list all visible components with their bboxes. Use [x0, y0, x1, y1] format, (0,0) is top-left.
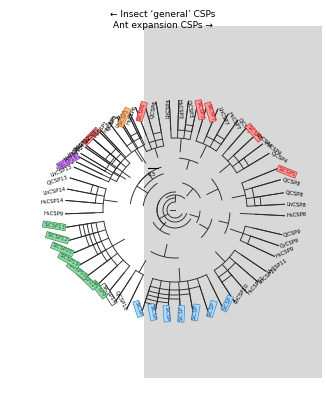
Text: SiCSP: SiCSP	[192, 304, 200, 320]
Text: Ant expansion CSPs →: Ant expansion CSPs →	[113, 21, 213, 30]
Text: SiCSP10: SiCSP10	[67, 262, 87, 279]
Text: LhCSP12: LhCSP12	[63, 144, 85, 161]
Text: HsCSP5: HsCSP5	[103, 114, 118, 134]
Text: SiCSP: SiCSP	[164, 306, 170, 322]
Text: SiCSP1: SiCSP1	[118, 108, 130, 127]
Text: CjCSP3: CjCSP3	[186, 99, 193, 118]
Text: CjCSP13: CjCSP13	[47, 175, 69, 186]
Text: 0.5: 0.5	[148, 172, 156, 177]
Text: HsCSP3: HsCSP3	[176, 98, 182, 119]
Text: SiCSP: SiCSP	[178, 306, 184, 322]
Text: LhCSP6: LhCSP6	[115, 109, 128, 129]
Text: CjCSP12: CjCSP12	[73, 135, 93, 153]
Text: SiCSP1: SiCSP1	[83, 128, 99, 145]
Text: SiCSP6: SiCSP6	[137, 102, 147, 121]
Text: CjCSP4: CjCSP4	[62, 150, 81, 164]
Text: SiCSP12: SiCSP12	[46, 232, 68, 243]
Text: LhCSP14: LhCSP14	[42, 186, 66, 196]
Text: HsCSP7: HsCSP7	[227, 111, 241, 131]
Text: LhCSP4: LhCSP4	[255, 132, 273, 149]
Text: SiCSP: SiCSP	[134, 301, 143, 317]
Text: CyCSP9: CyCSP9	[280, 237, 300, 249]
Text: HsCSP14: HsCSP14	[40, 198, 64, 205]
Text: LhCSP13: LhCSP13	[50, 164, 73, 178]
Text: CjCSP10: CjCSP10	[114, 289, 128, 311]
Text: LhCSP8: LhCSP8	[286, 202, 306, 208]
Text: LhCSP11: LhCSP11	[258, 266, 278, 285]
Text: CjCSP4: CjCSP4	[269, 150, 288, 164]
Text: HsCSP8: HsCSP8	[286, 212, 306, 218]
Text: HsCSP9: HsCSP9	[43, 211, 64, 216]
Text: HsCSP6: HsCSP6	[126, 105, 137, 126]
Text: SiCSP: SiCSP	[222, 296, 233, 311]
Text: LhCSP1: LhCSP1	[84, 127, 101, 145]
Text: LhCSP3: LhCSP3	[166, 98, 172, 118]
Text: ← Insect ‘general’ CSPs: ← Insect ‘general’ CSPs	[110, 10, 216, 19]
Text: HsCSP1: HsCSP1	[94, 120, 110, 138]
Text: SiCSP5: SiCSP5	[277, 166, 296, 178]
Text: SiCSP7: SiCSP7	[205, 103, 215, 122]
Text: LhCSP11: LhCSP11	[266, 257, 288, 274]
Text: CjCSP1: CjCSP1	[106, 113, 120, 132]
Text: SiCSP14: SiCSP14	[100, 284, 116, 305]
Text: CjCSP8: CjCSP8	[285, 190, 304, 198]
Text: SiCSP20: SiCSP20	[52, 243, 73, 256]
Text: SiCSP18: SiCSP18	[57, 154, 79, 169]
Text: SiCSP: SiCSP	[148, 304, 156, 320]
Text: LhCSP7: LhCSP7	[216, 106, 229, 126]
Text: CjCSP8: CjCSP8	[281, 177, 301, 187]
Text: CjCSP9: CjCSP9	[283, 228, 302, 238]
Text: SiCSP13: SiCSP13	[43, 222, 65, 230]
Text: LhCSP4: LhCSP4	[67, 142, 86, 158]
Text: SiCSP4: SiCSP4	[246, 124, 262, 141]
Text: SiCSP: SiCSP	[207, 301, 216, 317]
Text: HsCSP9: HsCSP9	[275, 246, 295, 259]
Text: SiCSP9: SiCSP9	[91, 281, 107, 298]
Text: HsCSP4: HsCSP4	[262, 141, 282, 157]
Text: LhCSP10: LhCSP10	[234, 283, 250, 305]
Text: SiCSP3: SiCSP3	[196, 100, 204, 119]
Text: SiCSP19: SiCSP19	[58, 253, 80, 268]
Text: HsCSP11: HsCSP11	[246, 275, 265, 296]
Bar	[144, 26, 322, 378]
Text: SiCSP22: SiCSP22	[77, 270, 96, 289]
Text: CjCSP7: CjCSP7	[237, 117, 252, 135]
Text: HsCSP2: HsCSP2	[56, 159, 76, 172]
Text: HsCSP1: HsCSP1	[74, 135, 93, 152]
Text: CjCSP6: CjCSP6	[150, 100, 158, 119]
